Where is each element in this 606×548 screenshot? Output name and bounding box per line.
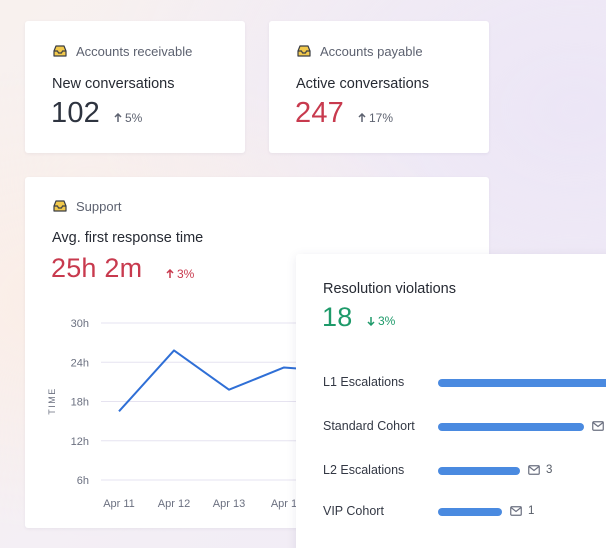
x-tick-label: Apr 1: [271, 498, 297, 510]
x-tick-label: Apr 11: [103, 498, 135, 510]
card-delta: 5%: [114, 111, 142, 125]
card-delta-value: 3%: [177, 267, 195, 281]
card-header: Support: [52, 198, 122, 214]
violation-count: 3: [528, 464, 552, 476]
violation-count: 1: [510, 505, 534, 517]
x-tick-label: Apr 13: [213, 498, 245, 510]
mail-icon: [592, 421, 604, 431]
card-delta-value: 3%: [378, 314, 396, 328]
inbox-icon: [297, 45, 311, 57]
violation-label: Standard Cohort: [323, 419, 415, 433]
card-delta: 17%: [358, 111, 393, 125]
accounts-payable-card[interactable]: Accounts payable Active conversations 24…: [269, 21, 489, 153]
response-time-chart: 30h 24h 18h 12h 6h Apr 11 Apr 12 Apr 13 Apr 1 T…: [47, 318, 305, 510]
violation-bar[interactable]: [438, 508, 502, 516]
violation-count: 6: [592, 420, 606, 432]
inbox-icon: [53, 45, 67, 57]
violation-count-value: 3: [546, 464, 553, 476]
resolution-violations-card[interactable]: Resolution violations 18 3% L1 Escalatio…: [296, 254, 606, 548]
x-tick-label: Apr 12: [158, 498, 190, 510]
card-header-label: Support: [76, 198, 122, 214]
accounts-receivable-card[interactable]: Accounts receivable New conversations 10…: [25, 21, 245, 153]
violation-bar[interactable]: [438, 423, 584, 431]
violation-bar[interactable]: [438, 379, 606, 387]
violation-label: VIP Cohort: [323, 504, 384, 518]
violation-bar[interactable]: [438, 467, 520, 475]
inbox-icon: [53, 200, 67, 212]
y-tick-label: 24h: [71, 357, 89, 369]
card-title: Resolution violations: [323, 281, 456, 297]
arrow-down-icon: [367, 317, 375, 326]
card-header-label: Accounts payable: [320, 43, 423, 59]
card-delta: 3%: [367, 314, 395, 328]
card-delta-value: 5%: [125, 111, 143, 125]
card-header: Accounts payable: [296, 43, 423, 59]
card-value: 18: [322, 302, 353, 332]
violation-count-value: 1: [528, 505, 535, 517]
y-tick-label: 18h: [71, 397, 89, 409]
card-title: Avg. first response time: [52, 230, 204, 246]
card-title: Active conversations: [296, 76, 429, 92]
card-value: 102: [51, 97, 100, 129]
y-tick-label: 6h: [77, 475, 89, 487]
card-delta: 3%: [166, 267, 194, 281]
y-tick-label: 12h: [71, 436, 89, 448]
card-title: New conversations: [52, 76, 175, 92]
y-tick-label: 30h: [71, 318, 89, 330]
y-axis-label: TIME: [47, 387, 57, 415]
mail-icon: [528, 465, 540, 475]
card-value: 247: [295, 97, 344, 129]
arrow-up-icon: [114, 113, 122, 122]
violation-label: L1 Escalations: [323, 375, 405, 389]
series-line: [118, 349, 301, 412]
card-header: Accounts receivable: [52, 43, 192, 59]
violation-label: L2 Escalations: [323, 463, 405, 477]
card-delta-value: 17%: [369, 111, 394, 125]
arrow-up-icon: [358, 113, 366, 122]
arrow-up-icon: [166, 269, 174, 278]
mail-icon: [510, 506, 522, 516]
card-value: 25h 2m: [51, 253, 143, 283]
card-header-label: Accounts receivable: [76, 43, 193, 59]
